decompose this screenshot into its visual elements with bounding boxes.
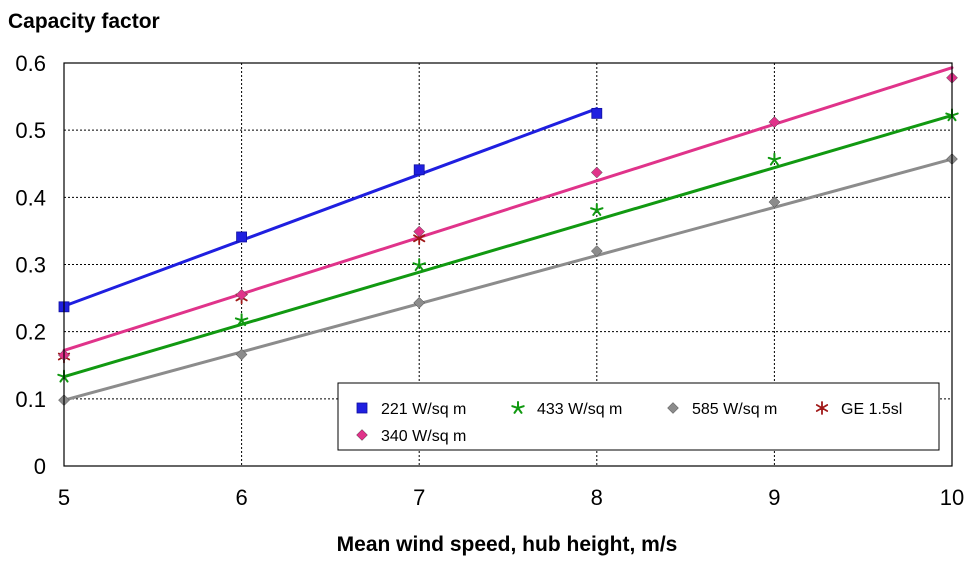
data-point (590, 245, 603, 257)
legend-label: GE 1.5sl (841, 401, 902, 418)
x-tick-label: 7 (413, 485, 425, 510)
y-tick-labels: 0 0.1 0.2 0.3 0.4 0.5 0.6 (15, 51, 46, 479)
y-tick-label: 0.1 (15, 387, 46, 412)
plot-area-frame (63, 62, 953, 467)
data-point (767, 152, 782, 166)
trendlines (62, 66, 954, 402)
y-tick-label: 0.3 (15, 253, 46, 278)
legend-label: 340 W/sq m (381, 428, 466, 445)
data-point (236, 231, 248, 243)
data-point (413, 225, 426, 238)
data-point (413, 296, 426, 309)
legend-marker (356, 402, 368, 414)
legend-label: 221 W/sq m (381, 401, 466, 418)
x-tick-label: 9 (768, 485, 780, 510)
legend-marker (815, 401, 829, 415)
legend-marker (356, 429, 368, 441)
x-axis-label: Mean wind speed, hub height, m/s (337, 533, 678, 556)
y-tick-label: 0.4 (15, 185, 46, 210)
x-tick-label: 5 (58, 485, 70, 510)
chart-title: Capacity factor (8, 10, 160, 33)
legend-marker (667, 402, 679, 414)
trendline (62, 107, 599, 308)
data-point (413, 164, 425, 176)
x-tick-label: 10 (940, 485, 964, 510)
legend-box (337, 382, 940, 451)
trendline (62, 113, 954, 379)
data-point (412, 258, 426, 272)
data-point (235, 348, 248, 361)
legend-marker (511, 401, 525, 414)
legend-label: 585 W/sq m (692, 401, 777, 418)
data-point (590, 203, 604, 216)
data-point (235, 288, 248, 301)
x-tick-label: 6 (235, 485, 247, 510)
data-points (57, 71, 959, 407)
x-tick-label: 8 (591, 485, 603, 510)
y-tick-label: 0.2 (15, 320, 46, 345)
legend-label: 433 W/sq m (537, 401, 622, 418)
x-tick-labels: 5 6 7 8 9 10 (58, 485, 964, 510)
data-point (768, 116, 781, 128)
y-tick-label: 0.5 (15, 118, 46, 143)
data-point (768, 196, 781, 208)
y-tick-label: 0 (34, 454, 46, 479)
data-point (591, 107, 603, 119)
data-point (234, 313, 249, 327)
data-point (590, 166, 603, 179)
trendline (62, 66, 954, 352)
trendline (62, 157, 954, 402)
y-tick-label: 0.6 (15, 51, 46, 76)
legend: 221 W/sq m 433 W/sq m 585 W/sq m GE 1.5sl 34… (337, 382, 940, 451)
